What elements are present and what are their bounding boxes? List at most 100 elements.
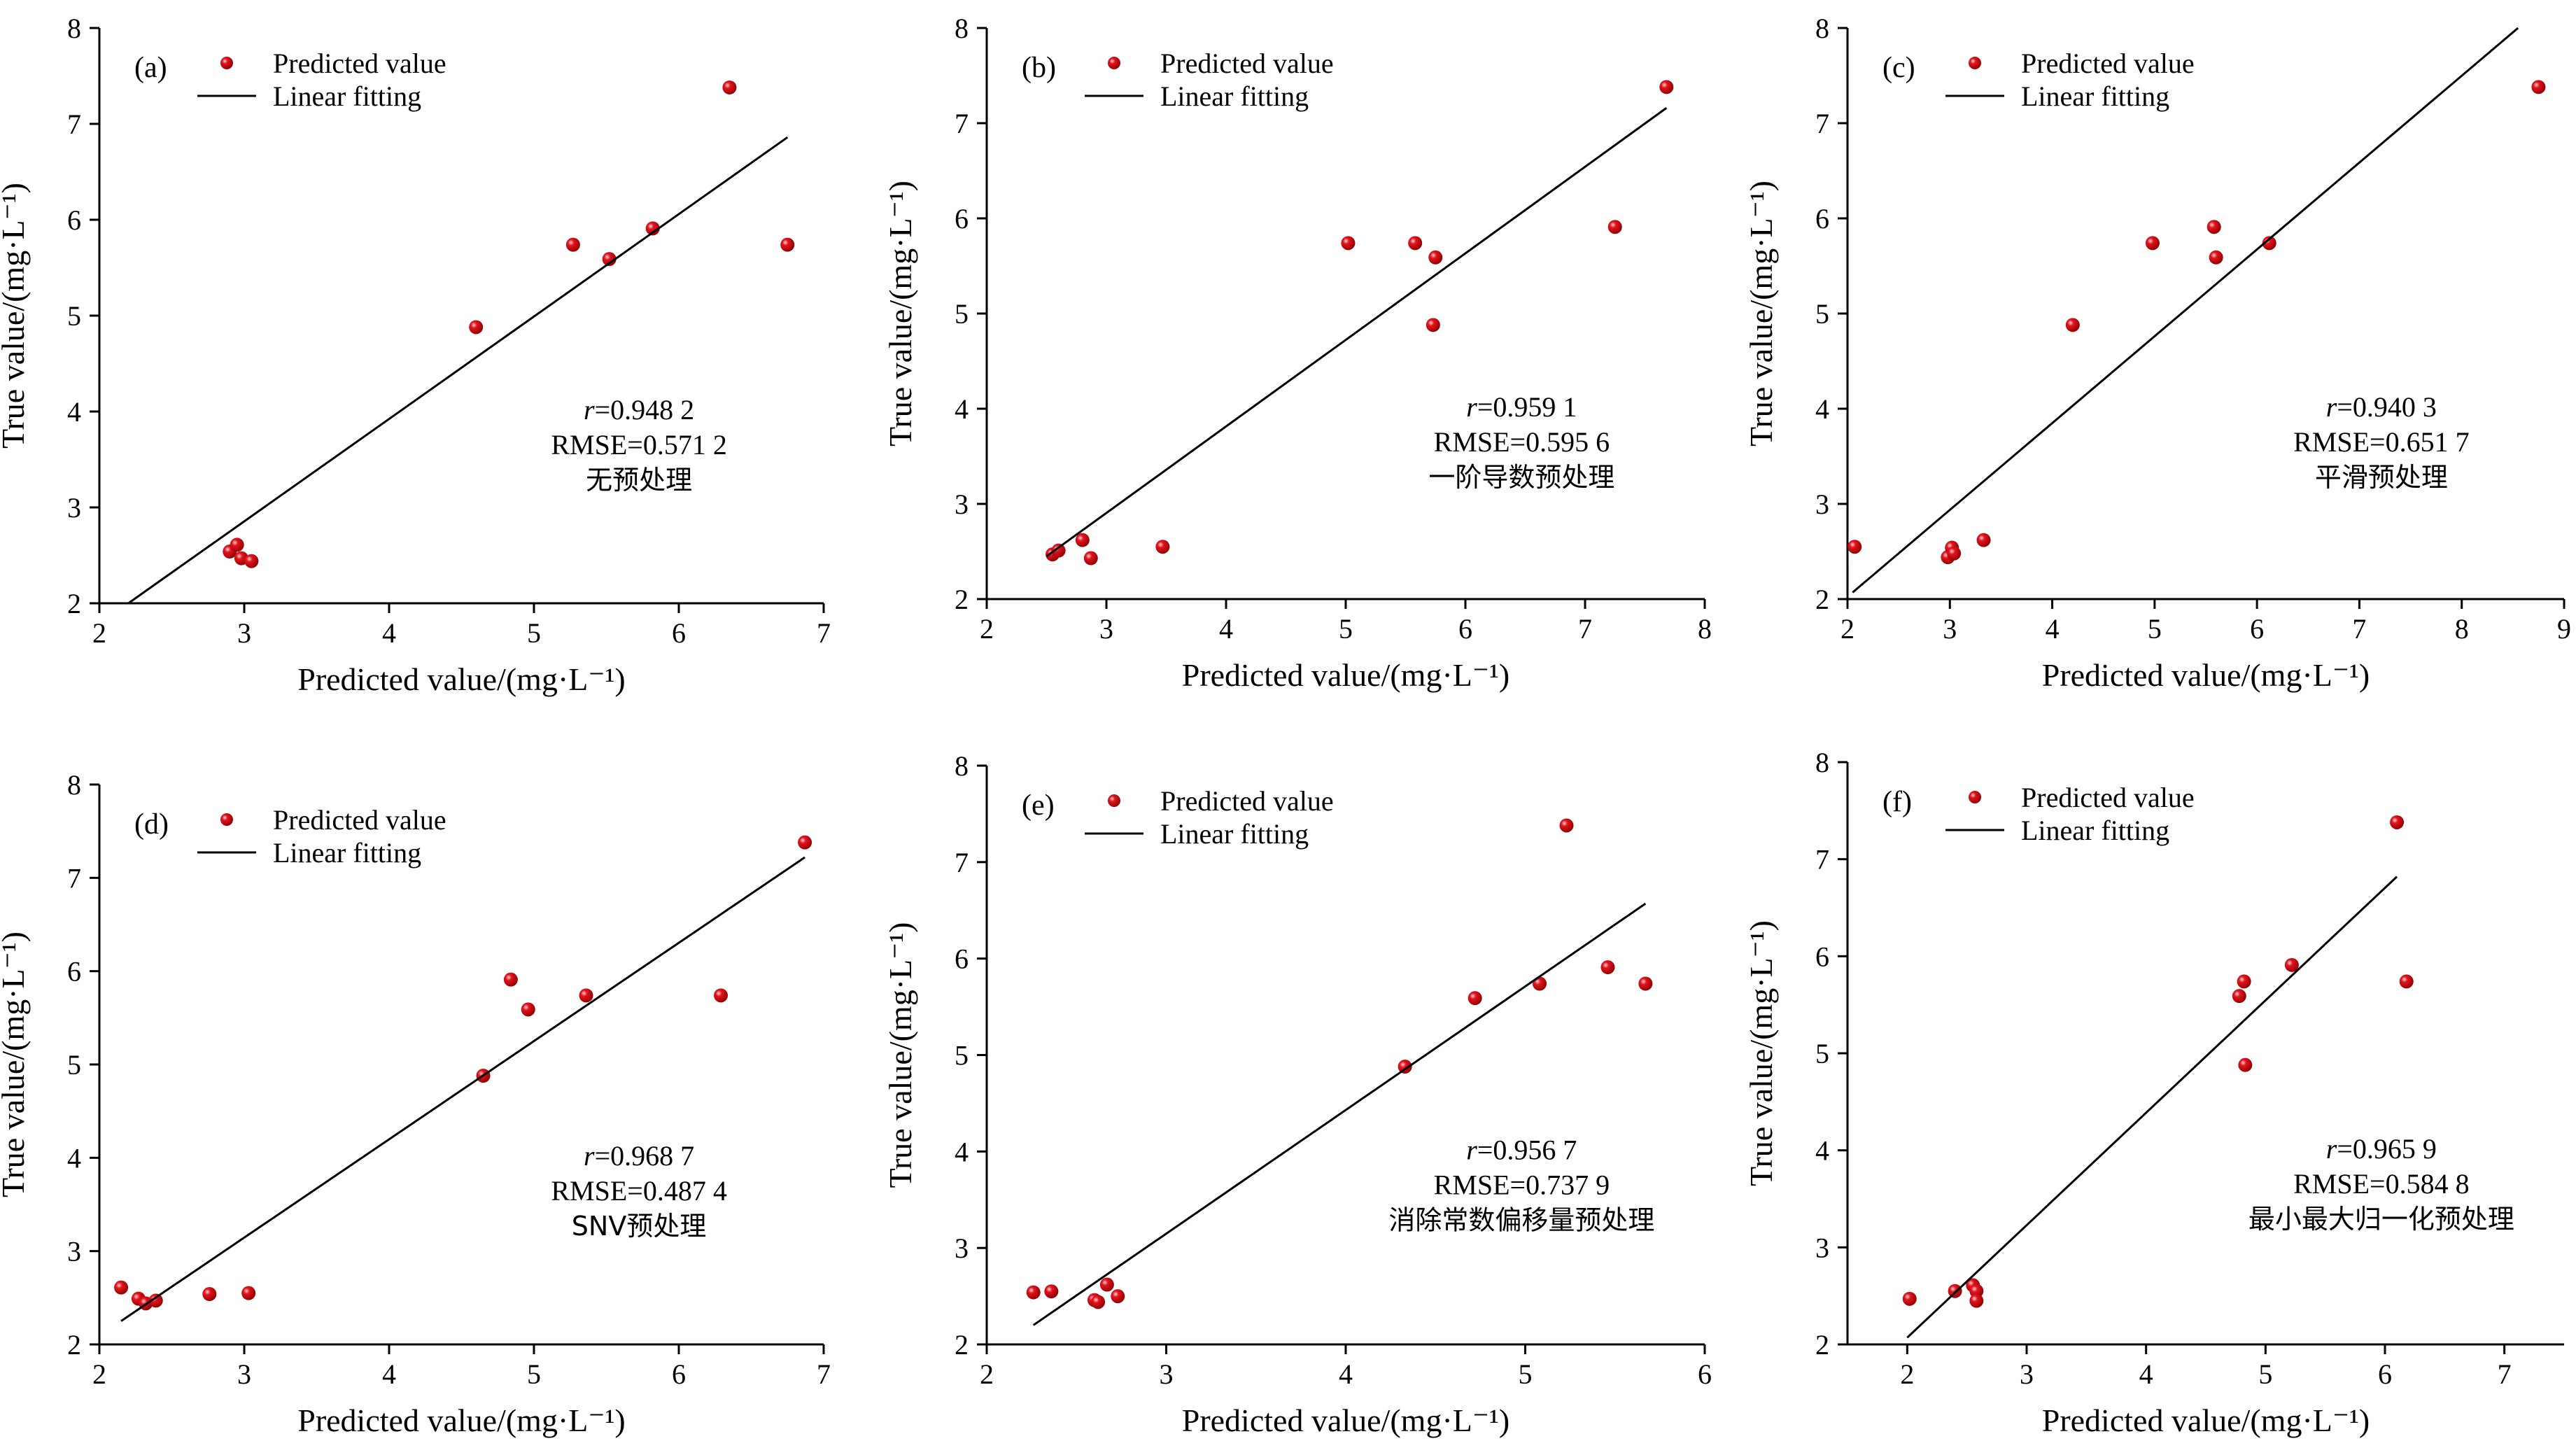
data-point <box>1847 540 1862 554</box>
data-point <box>1155 540 1170 554</box>
x-tick-label: 4 <box>1339 1358 1353 1390</box>
y-tick-label: 3 <box>955 1232 969 1264</box>
data-point <box>469 320 484 335</box>
data-point <box>1044 1284 1059 1299</box>
data-point <box>1976 533 1991 547</box>
data-point <box>1091 1295 1106 1309</box>
data-point <box>2390 815 2405 829</box>
data-point <box>1607 220 1622 234</box>
x-tick-label: 4 <box>382 1358 396 1390</box>
r-value: =0.959 1 <box>1477 391 1577 423</box>
correlation-text: r=0.948 2 <box>584 394 694 426</box>
data-point <box>1075 533 1090 547</box>
x-tick-label: 5 <box>2148 613 2162 645</box>
rmse-text: RMSE=0.571 2 <box>551 429 726 461</box>
panel-label: (d) <box>134 808 169 841</box>
panel-label: (e) <box>1022 789 1055 822</box>
linear-fit-line <box>120 856 805 1322</box>
y-tick-label: 2 <box>67 1329 81 1361</box>
correlation-text: r=0.959 1 <box>1466 391 1577 423</box>
chart-panel-e: 2 3 4 5 6 2 3 4 5 6 7 8 Predicted value/(mg·L⁻¹) True… <box>882 750 1712 1438</box>
y-tick-label: 2 <box>955 1329 969 1361</box>
data-point <box>1428 250 1443 265</box>
x-tick-label: 7 <box>817 1358 831 1390</box>
data-point <box>1969 1284 1984 1298</box>
x-tick-label: 3 <box>2020 1358 2034 1390</box>
data-point <box>1902 1291 1917 1306</box>
y-tick-label: 6 <box>67 204 81 236</box>
legend-line-label: Linear fitting <box>2021 80 2169 112</box>
y-tick-label: 6 <box>955 943 969 975</box>
x-axis-label: Predicted value/(mg·L⁻¹) <box>1182 1403 1510 1438</box>
x-tick-label: 2 <box>980 613 994 645</box>
x-tick-label: 3 <box>1160 1358 1174 1390</box>
data-point <box>521 1002 535 1017</box>
y-axis-label: True value/(mg·L⁻¹) <box>882 181 918 447</box>
x-tick-label: 4 <box>2046 613 2060 645</box>
panel-label: (f) <box>1882 786 1912 818</box>
x-tick-label: 7 <box>1578 613 1592 645</box>
y-tick-label: 3 <box>1815 488 1829 520</box>
y-axis-label: True value/(mg·L⁻¹) <box>882 922 918 1188</box>
data-point <box>1468 991 1482 1006</box>
legend-line-label: Linear fitting <box>2021 815 2169 846</box>
x-tick-label: 8 <box>2455 613 2469 645</box>
x-tick-label: 3 <box>1099 613 1113 645</box>
correlation-text: r=0.968 7 <box>584 1140 694 1172</box>
linear-fit-line <box>127 136 789 605</box>
legend-point-label: Predicted value <box>2021 48 2195 79</box>
x-tick-label: 2 <box>1840 613 1854 645</box>
y-tick-label: 7 <box>1815 844 1829 876</box>
r-symbol: r <box>2326 1133 2337 1165</box>
r-value: =0.965 9 <box>2337 1133 2437 1165</box>
y-tick-label: 6 <box>955 203 969 234</box>
legend-line-label: Linear fitting <box>1160 80 1309 112</box>
data-point <box>1969 1293 1984 1308</box>
rmse-text: RMSE=0.584 8 <box>2293 1168 2469 1200</box>
x-tick-label: 9 <box>2557 613 2571 645</box>
legend-point-marker <box>1108 794 1120 807</box>
x-tick-label: 5 <box>2258 1358 2272 1390</box>
correlation-text: r=0.940 3 <box>2326 391 2437 423</box>
data-point <box>714 988 729 1003</box>
y-tick-label: 2 <box>1815 1329 1829 1361</box>
y-tick-label: 8 <box>955 750 969 782</box>
data-point <box>1408 236 1423 251</box>
x-axis-label: Predicted value/(mg·L⁻¹) <box>2042 657 2370 693</box>
x-axis-label: Predicted value/(mg·L⁻¹) <box>297 661 626 697</box>
panel-label: (c) <box>1882 52 1915 84</box>
y-tick-label: 4 <box>67 396 81 428</box>
data-point <box>1341 236 1356 251</box>
y-tick-label: 7 <box>955 847 969 878</box>
x-tick-label: 2 <box>92 1358 106 1390</box>
linear-fit-line <box>1046 107 1668 558</box>
y-axis-label: True value/(mg·L⁻¹) <box>1743 181 1779 447</box>
y-tick-label: 3 <box>955 488 969 520</box>
data-point <box>579 988 593 1003</box>
data-point <box>2237 974 2251 989</box>
data-point <box>2531 80 2546 94</box>
x-tick-label: 3 <box>1943 613 1957 645</box>
x-tick-label: 7 <box>2352 613 2366 645</box>
x-axis-label: Predicted value/(mg·L⁻¹) <box>297 1403 626 1438</box>
chart-panel-f: 2 3 4 5 6 7 2 3 4 5 6 7 8 Predicted value/(mg·L⁻¹) Tru… <box>1743 747 2564 1438</box>
y-axis-label: True value/(mg·L⁻¹) <box>1743 920 1779 1186</box>
x-tick-label: 2 <box>980 1358 994 1390</box>
x-tick-label: 2 <box>1900 1358 1914 1390</box>
x-tick-label: 5 <box>527 1358 541 1390</box>
method-text: SNV预处理 <box>572 1211 707 1242</box>
x-axis-label: Predicted value/(mg·L⁻¹) <box>2042 1403 2370 1438</box>
x-tick-label: 6 <box>672 617 686 649</box>
rmse-text: RMSE=0.737 9 <box>1434 1169 1610 1200</box>
y-tick-label: 5 <box>1815 1038 1829 1069</box>
x-tick-label: 8 <box>1698 613 1712 645</box>
chart-panel-d: 2 3 4 5 6 7 2 3 4 5 6 7 8 Predicted value/(mg·L⁻¹) Tru… <box>0 769 831 1438</box>
data-point <box>230 537 244 552</box>
y-tick-label: 6 <box>1815 203 1829 234</box>
legend-line-label: Linear fitting <box>1160 818 1309 850</box>
correlation-text: r=0.956 7 <box>1466 1134 1577 1165</box>
linear-fit-line <box>1032 902 1647 1326</box>
legend-point-marker <box>220 57 233 69</box>
y-tick-label: 5 <box>955 298 969 330</box>
